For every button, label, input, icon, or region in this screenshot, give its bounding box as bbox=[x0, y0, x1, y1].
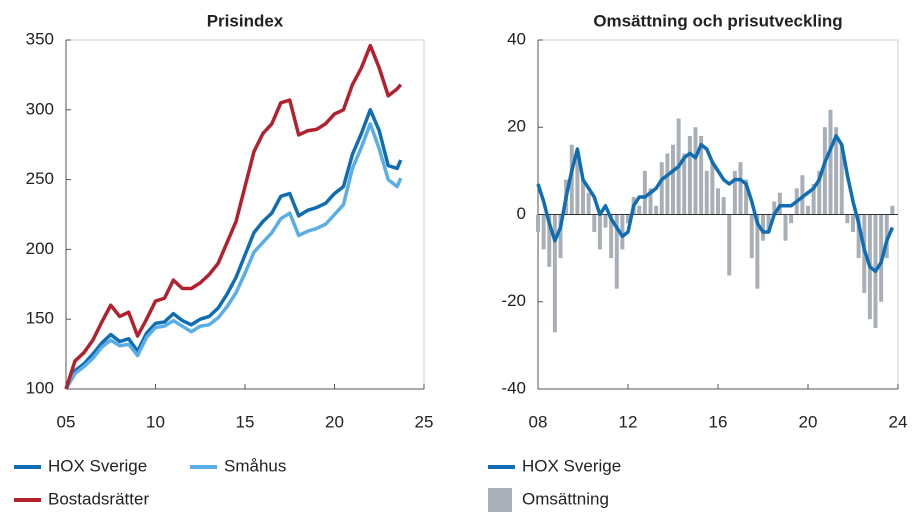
bar bbox=[536, 214, 540, 232]
bar bbox=[727, 214, 732, 276]
bar bbox=[783, 214, 788, 241]
bar bbox=[789, 214, 794, 224]
line bbox=[64, 43, 403, 390]
bar bbox=[620, 214, 625, 250]
bar bbox=[603, 214, 608, 228]
chart-title: Prisindex bbox=[207, 11, 284, 30]
bar bbox=[806, 205, 810, 215]
x-tick-label: 20 bbox=[325, 412, 344, 431]
bar bbox=[547, 214, 552, 267]
bar bbox=[687, 135, 692, 215]
bar bbox=[682, 153, 687, 215]
line bbox=[536, 134, 894, 273]
bar bbox=[744, 179, 749, 215]
x-tick-label: 24 bbox=[889, 412, 908, 431]
bar bbox=[839, 144, 844, 215]
bar bbox=[755, 214, 760, 289]
bar bbox=[890, 205, 895, 215]
chart-title: Omsättning och prisutveckling bbox=[593, 11, 842, 30]
bar bbox=[761, 214, 765, 241]
bar bbox=[828, 109, 833, 215]
bar bbox=[710, 162, 715, 215]
bar bbox=[817, 170, 822, 215]
bar bbox=[777, 192, 782, 215]
line bbox=[64, 122, 403, 390]
y-tick-label: 200 bbox=[26, 239, 54, 258]
y-tick-label: -20 bbox=[501, 291, 526, 310]
y-tick-label: 300 bbox=[26, 99, 54, 118]
bar bbox=[592, 214, 597, 232]
bar bbox=[851, 214, 855, 232]
bar bbox=[721, 197, 726, 215]
bar bbox=[581, 179, 585, 215]
bar bbox=[575, 153, 580, 215]
y-tick-label: 100 bbox=[26, 378, 54, 397]
bar bbox=[716, 188, 720, 215]
legend-label: HOX Sverige bbox=[48, 456, 147, 475]
x-tick-label: 12 bbox=[619, 412, 638, 431]
bar bbox=[845, 214, 850, 224]
y-tick-label: 40 bbox=[507, 29, 526, 48]
bar bbox=[642, 170, 647, 215]
x-tick-label: 16 bbox=[709, 412, 728, 431]
bar bbox=[738, 162, 743, 215]
legend-label: HOX Sverige bbox=[522, 456, 621, 475]
y-tick-label: 150 bbox=[26, 309, 54, 328]
bar bbox=[822, 127, 827, 215]
x-tick-label: 10 bbox=[146, 412, 165, 431]
line bbox=[64, 108, 403, 390]
y-tick-label: -40 bbox=[501, 378, 526, 397]
bar bbox=[637, 205, 642, 215]
legend-label: Bostadsrätter bbox=[48, 489, 149, 508]
y-tick-label: 350 bbox=[26, 29, 54, 48]
bar bbox=[766, 214, 771, 232]
plot-frame bbox=[65, 39, 425, 390]
bar bbox=[811, 183, 816, 215]
bar bbox=[732, 170, 737, 215]
bar bbox=[648, 188, 653, 215]
bar bbox=[569, 144, 574, 215]
bar bbox=[659, 162, 664, 215]
bar bbox=[558, 214, 563, 259]
bar bbox=[671, 144, 675, 215]
bar bbox=[614, 214, 619, 289]
x-tick-label: 05 bbox=[57, 412, 76, 431]
y-tick-label: 20 bbox=[507, 117, 526, 136]
x-tick-label: 20 bbox=[799, 412, 818, 431]
bar bbox=[586, 192, 591, 215]
bar bbox=[749, 214, 754, 259]
bar bbox=[772, 201, 777, 215]
bar bbox=[654, 205, 659, 215]
bar bbox=[856, 214, 861, 259]
x-tick-label: 25 bbox=[415, 412, 434, 431]
bar bbox=[704, 170, 709, 215]
bar bbox=[834, 127, 839, 215]
bar bbox=[626, 214, 630, 224]
legend-label: Småhus bbox=[224, 456, 286, 475]
bar bbox=[597, 214, 602, 250]
x-tick-label: 08 bbox=[529, 412, 548, 431]
bar bbox=[609, 214, 614, 259]
y-tick-label: 0 bbox=[517, 204, 526, 223]
bar bbox=[665, 153, 670, 215]
bar bbox=[541, 214, 546, 250]
bar bbox=[693, 127, 698, 215]
legend-label: Omsättning bbox=[522, 489, 609, 508]
y-tick-label: 250 bbox=[26, 169, 54, 188]
x-tick-label: 15 bbox=[236, 412, 255, 431]
bar bbox=[699, 135, 704, 215]
bar bbox=[552, 214, 557, 333]
legend-swatch bbox=[488, 488, 512, 512]
